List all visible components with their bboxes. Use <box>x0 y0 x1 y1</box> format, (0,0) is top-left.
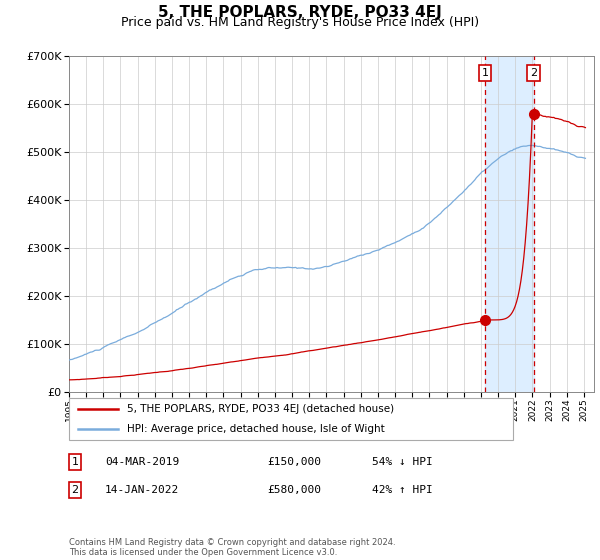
Text: 5, THE POPLARS, RYDE, PO33 4EJ: 5, THE POPLARS, RYDE, PO33 4EJ <box>158 4 442 20</box>
Text: 14-JAN-2022: 14-JAN-2022 <box>105 485 179 495</box>
Text: £150,000: £150,000 <box>267 457 321 467</box>
Text: 2: 2 <box>530 68 538 78</box>
Text: 1: 1 <box>482 68 488 78</box>
Text: £580,000: £580,000 <box>267 485 321 495</box>
Text: 1: 1 <box>71 457 79 467</box>
Text: Contains HM Land Registry data © Crown copyright and database right 2024.
This d: Contains HM Land Registry data © Crown c… <box>69 538 395 557</box>
Text: Price paid vs. HM Land Registry's House Price Index (HPI): Price paid vs. HM Land Registry's House … <box>121 16 479 29</box>
Text: 42% ↑ HPI: 42% ↑ HPI <box>372 485 433 495</box>
Text: 2: 2 <box>71 485 79 495</box>
FancyBboxPatch shape <box>69 398 513 440</box>
Bar <box>485 56 534 392</box>
Text: 5, THE POPLARS, RYDE, PO33 4EJ (detached house): 5, THE POPLARS, RYDE, PO33 4EJ (detached… <box>127 404 394 414</box>
Text: HPI: Average price, detached house, Isle of Wight: HPI: Average price, detached house, Isle… <box>127 424 385 434</box>
Text: 04-MAR-2019: 04-MAR-2019 <box>105 457 179 467</box>
Text: 54% ↓ HPI: 54% ↓ HPI <box>372 457 433 467</box>
